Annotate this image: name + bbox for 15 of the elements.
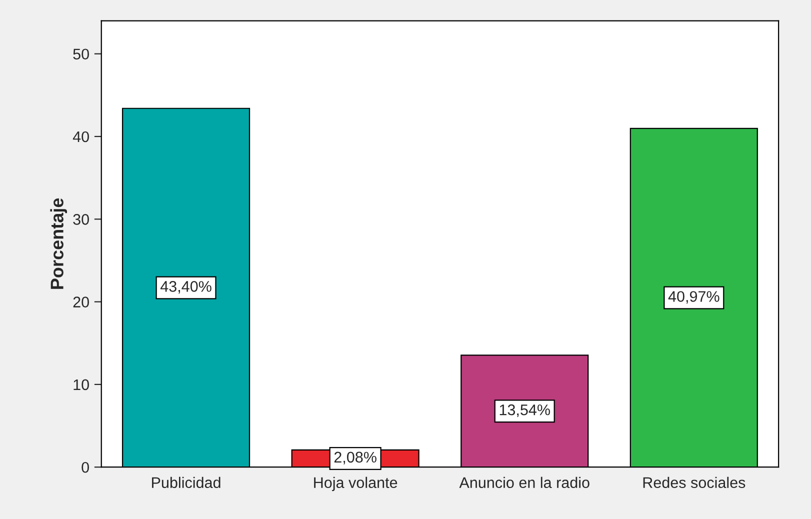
- y-tick-label: 40: [72, 131, 89, 142]
- x-tick-label: Hoja volante: [314, 476, 398, 492]
- y-tick-label: 30: [73, 214, 89, 225]
- data-label: 13,54%: [500, 404, 550, 418]
- y-axis-title: Porcentaje: [50, 198, 68, 289]
- y-tick-label: 50: [73, 48, 89, 60]
- x-tick-label: Anuncio en la radio: [459, 476, 590, 488]
- y-tick-label: 20: [73, 296, 89, 308]
- data-label: 2,08%: [334, 452, 376, 464]
- data-label: 43,40%: [160, 281, 212, 294]
- x-tick-label: Publicidad: [152, 476, 220, 488]
- x-tick-label: Redes sociales: [643, 476, 746, 488]
- y-tick-label: 0: [82, 462, 89, 473]
- data-label: 40,97%: [668, 291, 720, 304]
- y-tick-label: 10: [74, 379, 89, 390]
